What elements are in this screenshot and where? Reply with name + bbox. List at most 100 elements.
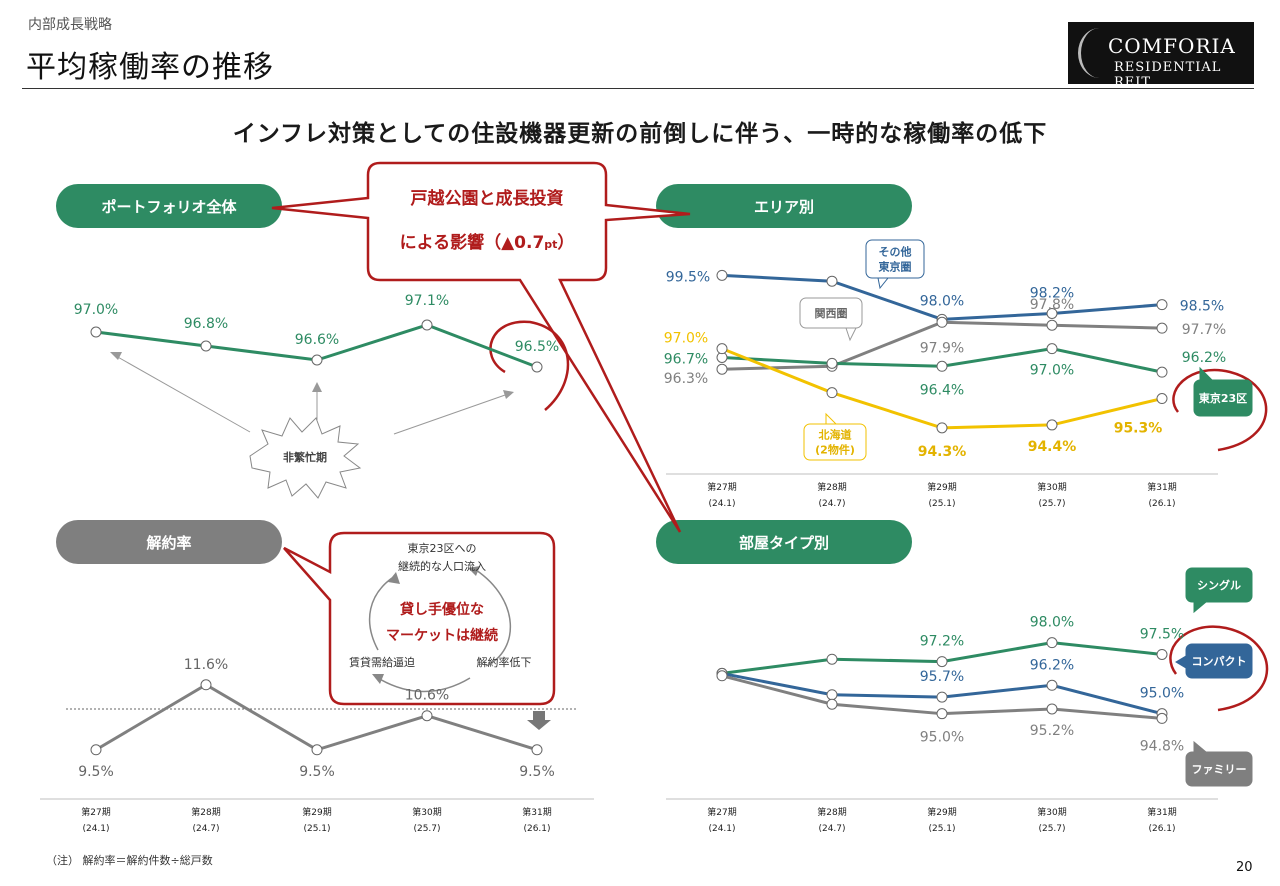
area-data-label: 97.0% <box>664 331 708 347</box>
logo-line2: RESIDENTIAL REIT <box>1114 60 1222 90</box>
room-tick-label-name: 第28期 <box>817 806 846 818</box>
badge-tokyo23-box <box>1193 379 1253 417</box>
room-tick-label-date: (26.1) <box>1148 824 1175 834</box>
area-data-label: 96.7% <box>664 351 708 367</box>
area-data-point <box>936 360 948 372</box>
pill-cancel-label: 解約率 <box>146 533 192 552</box>
cancel-tick-label-date: (25.7) <box>413 824 440 834</box>
room-data-point <box>1046 703 1058 715</box>
area-data-point <box>826 275 838 287</box>
badge-hokkaido-tail <box>825 412 838 425</box>
badge-single-tail <box>1193 601 1208 614</box>
badge-compact-text: コンパクト <box>1192 655 1247 668</box>
area-tick-label-name: 第28期 <box>817 481 846 493</box>
logo-line1: COMFORIA <box>1108 34 1236 58</box>
room-tick-label-name: 第27期 <box>707 806 736 818</box>
area-data-label: 97.9% <box>920 340 964 356</box>
highlight-ellipse-room <box>1169 625 1269 712</box>
cycle-arrow-bottom <box>377 677 471 693</box>
area-tick-label-date: (24.7) <box>818 499 845 509</box>
cancel-data-point <box>311 744 323 756</box>
room-data-point <box>1156 648 1168 660</box>
portfolio-data-label: 97.1% <box>405 293 449 309</box>
cycle-arrow-right <box>475 569 511 667</box>
area-data-label: 95.3% <box>1114 421 1163 437</box>
cycle-arrow-left <box>368 577 393 651</box>
highlight-ellipse-area <box>1172 368 1268 452</box>
area-tick-label-name: 第31期 <box>1147 481 1176 493</box>
comforia-logo: COMFORIA RESIDENTIAL REIT <box>1068 22 1254 90</box>
area-data-label: 97.7% <box>1182 322 1226 338</box>
cancel-tick-label-name: 第31期 <box>522 806 551 818</box>
area-data-point <box>936 422 948 434</box>
badge-tokyo-metro-tail <box>877 277 890 290</box>
cycle-top-line2: 継続的な人口流入 <box>398 559 486 573</box>
cancel-data-label: 10.6% <box>405 688 449 704</box>
badge-kansai-text: 関西圏 <box>815 307 848 320</box>
impact-callout-line2: による影響（▲0.7pt） <box>400 232 575 253</box>
badge-tokyo-metro-text: 東京圏 <box>879 260 912 274</box>
busy-arrowhead-1 <box>110 352 122 360</box>
cycle-top-line1: 東京23区への <box>408 541 477 555</box>
portfolio-data-label: 96.6% <box>295 332 339 348</box>
footnote: （注） 解約率＝解約件数÷総戸数 <box>46 854 213 867</box>
room-tick-label-date: (24.1) <box>708 824 735 834</box>
portfolio-data-label: 97.0% <box>74 302 118 318</box>
area-data-label: 96.4% <box>920 382 964 398</box>
badge-family-box <box>1185 751 1253 787</box>
room-data-point <box>826 653 838 665</box>
cancel-tick-label-name: 第27期 <box>81 806 110 818</box>
area-data-label: 96.2% <box>1182 350 1226 366</box>
cycle-arrowhead-left <box>388 572 400 584</box>
room-data-point <box>826 689 838 701</box>
area-data-point <box>1046 307 1058 319</box>
room-data-point <box>936 656 948 668</box>
area-data-label: 94.4% <box>1028 439 1077 455</box>
cancel-tick-label-name: 第30期 <box>412 806 441 818</box>
busy-arrow-1 <box>115 355 251 433</box>
title-divider <box>22 88 1254 89</box>
badge-tokyo23-text: 東京23区 <box>1199 391 1247 405</box>
cancel-data-label: 9.5% <box>299 764 335 780</box>
cancel-data-label: 9.5% <box>519 764 555 780</box>
impact-callout-unit: pt <box>544 238 557 251</box>
badge-single-text: シングル <box>1197 578 1241 592</box>
pill-area-label: エリア別 <box>753 197 814 216</box>
badge-hokkaido-text: (2物件) <box>815 443 855 457</box>
cancel-data-point <box>531 744 543 756</box>
portfolio-data-point <box>311 354 323 366</box>
impact-callout-line1: 戸越公園と成長投資 <box>411 188 564 209</box>
cancel-data-label: 11.6% <box>184 657 228 673</box>
area-data-label: 98.2% <box>1030 285 1074 301</box>
area-tick-label-name: 第30期 <box>1037 481 1066 493</box>
room-data-label: 95.0% <box>920 730 964 746</box>
pill-area: エリア別 <box>656 184 912 228</box>
room-tick-label-name: 第30期 <box>1037 806 1066 818</box>
area-data-point <box>1156 366 1168 378</box>
room-data-point <box>936 708 948 720</box>
cycle-left-label: 賃貸需給逼迫 <box>349 655 415 669</box>
busy-season-starburst <box>249 417 362 499</box>
room-tick-label-name: 第29期 <box>927 806 956 818</box>
cancel-tick-label-date: (26.1) <box>523 824 550 834</box>
impact-callout-value: ▲0.7 <box>501 233 544 253</box>
pill-portfolio-label: ポートフォリオ全体 <box>101 197 237 216</box>
area-data-point <box>716 269 728 281</box>
area-data-label: 94.3% <box>918 444 967 460</box>
badge-family-tail <box>1193 740 1208 753</box>
busy-season-label: 非繁忙期 <box>283 450 327 464</box>
page-number: 20 <box>1236 860 1253 875</box>
area-data-label: 98.0% <box>920 293 964 309</box>
portfolio-data-point <box>200 340 212 352</box>
badge-kansai-box <box>799 297 863 329</box>
area-tick-label-date: (24.1) <box>708 499 735 509</box>
section-label: 内部成長戦略 <box>28 17 112 33</box>
cancel-data-point <box>90 744 102 756</box>
cycle-arrowhead-right <box>468 566 480 576</box>
portfolio-data-point <box>90 326 102 338</box>
area-tick-label-name: 第29期 <box>927 481 956 493</box>
pill-cancel: 解約率 <box>56 520 282 564</box>
area-data-point <box>1046 343 1058 355</box>
portfolio-data-point <box>531 361 543 373</box>
down-arrow-icon-head <box>527 720 551 730</box>
